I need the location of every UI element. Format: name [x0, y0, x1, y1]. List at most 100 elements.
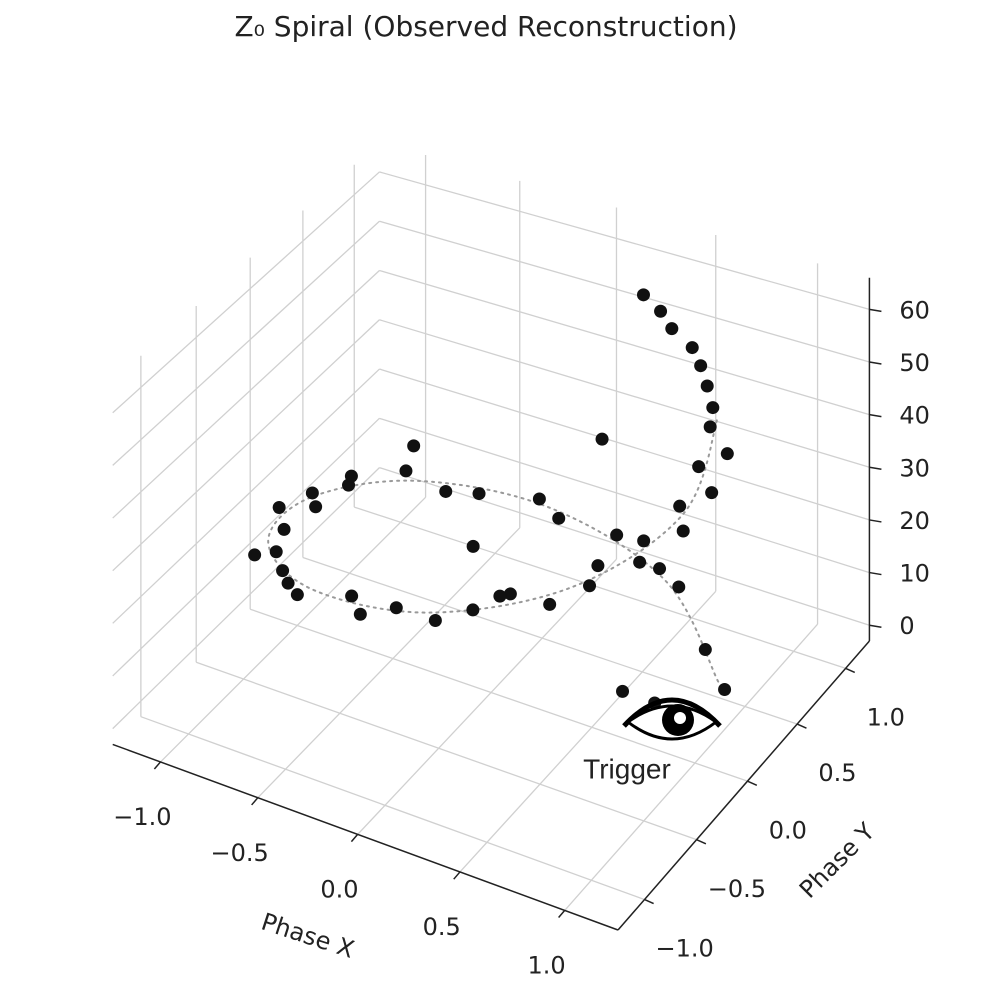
eye-icon [622, 697, 722, 741]
grid-line [379, 269, 870, 416]
y-axis-label: Phase Y [794, 817, 880, 903]
y-tick [696, 839, 707, 845]
data-point [595, 432, 609, 446]
marks-layer [248, 288, 734, 710]
z-tick-label: 40 [899, 402, 930, 430]
spiral-line [267, 414, 720, 683]
data-point [610, 528, 624, 542]
data-point [692, 460, 706, 474]
y-tick-label: −0.5 [708, 875, 766, 903]
data-point [466, 603, 480, 617]
y-tick-label: 0.5 [818, 759, 856, 787]
grid-line [112, 467, 380, 730]
y-tick [747, 780, 758, 786]
z-tick-label: 10 [899, 560, 930, 588]
z-tick [869, 466, 882, 471]
data-point [552, 511, 566, 525]
data-point [718, 682, 732, 696]
annotation-text: Trigger [583, 753, 671, 784]
data-point [407, 439, 421, 453]
x-tick [453, 871, 461, 880]
z-tick [869, 361, 882, 365]
grid-line [459, 590, 717, 873]
x-tick [558, 910, 566, 919]
data-point [277, 522, 291, 536]
x-tick-label: 0.5 [423, 913, 461, 941]
grid-line [112, 171, 380, 414]
z-tick [869, 308, 882, 313]
y-tick-label: 0.0 [769, 816, 807, 844]
y-axis-line [617, 640, 870, 931]
data-point [591, 559, 605, 573]
data-point [532, 492, 546, 506]
data-point [272, 500, 286, 514]
data-point [698, 643, 712, 657]
data-point [676, 524, 690, 538]
data-point [503, 587, 517, 601]
data-point [399, 464, 413, 478]
grid-line [379, 171, 870, 310]
data-point [636, 288, 650, 302]
data-point [633, 555, 647, 569]
data-point [706, 401, 720, 415]
data-point [345, 589, 359, 603]
y-tick-label: −1.0 [655, 935, 713, 963]
axes-layer: −1.0 −0.5 0.0 0.5 1.0 −1.0 −0.5 0.0 0.5 1.0 0 10 20 3… [112, 277, 930, 980]
data-point [248, 548, 262, 562]
grid-line [354, 506, 846, 670]
grid-line [379, 368, 870, 521]
data-point [472, 487, 486, 501]
data-point [543, 597, 557, 611]
x-tick-label: 0.0 [320, 876, 358, 904]
data-point [269, 545, 283, 559]
grid-line [257, 527, 521, 799]
grid-line [112, 417, 380, 677]
grid-line [112, 270, 380, 519]
grid-line [379, 220, 870, 363]
x-tick [251, 797, 259, 806]
data-point [466, 539, 480, 553]
data-point [281, 576, 295, 590]
z-tick-label: 20 [899, 507, 930, 535]
data-point [344, 469, 358, 483]
grid-line [356, 558, 617, 836]
y-tick [845, 667, 856, 674]
chart-title: Z₀ Spiral (Observed Reconstruction) [235, 10, 738, 43]
grid-line [195, 661, 698, 841]
z-tick [869, 571, 882, 576]
grid-line [379, 417, 870, 574]
data-point [705, 486, 719, 500]
data-point [665, 322, 679, 336]
data-point [493, 589, 507, 603]
data-point [653, 562, 667, 576]
y-tick-label: 1.0 [867, 703, 905, 731]
grid-line [249, 608, 749, 782]
grid-layer [112, 154, 870, 911]
data-point [353, 607, 367, 621]
z-tick [869, 624, 882, 628]
data-point [309, 500, 323, 514]
data-point [616, 684, 630, 698]
y-tick [797, 723, 807, 729]
data-point [439, 484, 453, 498]
data-point [305, 486, 319, 500]
grid-line [112, 368, 380, 624]
data-point [290, 588, 304, 602]
z-tick-label: 30 [899, 454, 930, 482]
data-point [673, 499, 687, 513]
eye-highlight [674, 712, 686, 724]
x-tick-label: −1.0 [113, 803, 171, 831]
x-tick-label: 1.0 [528, 952, 566, 980]
data-point [694, 359, 708, 373]
data-point [276, 564, 290, 578]
x-axis-line [112, 743, 619, 931]
grid-line [379, 319, 870, 468]
data-point [703, 420, 717, 434]
grid-line [112, 319, 380, 572]
z-tick [869, 413, 882, 418]
grid-line [112, 220, 380, 466]
data-point [700, 379, 714, 393]
y-tick [644, 898, 654, 905]
z-tick [869, 519, 882, 523]
